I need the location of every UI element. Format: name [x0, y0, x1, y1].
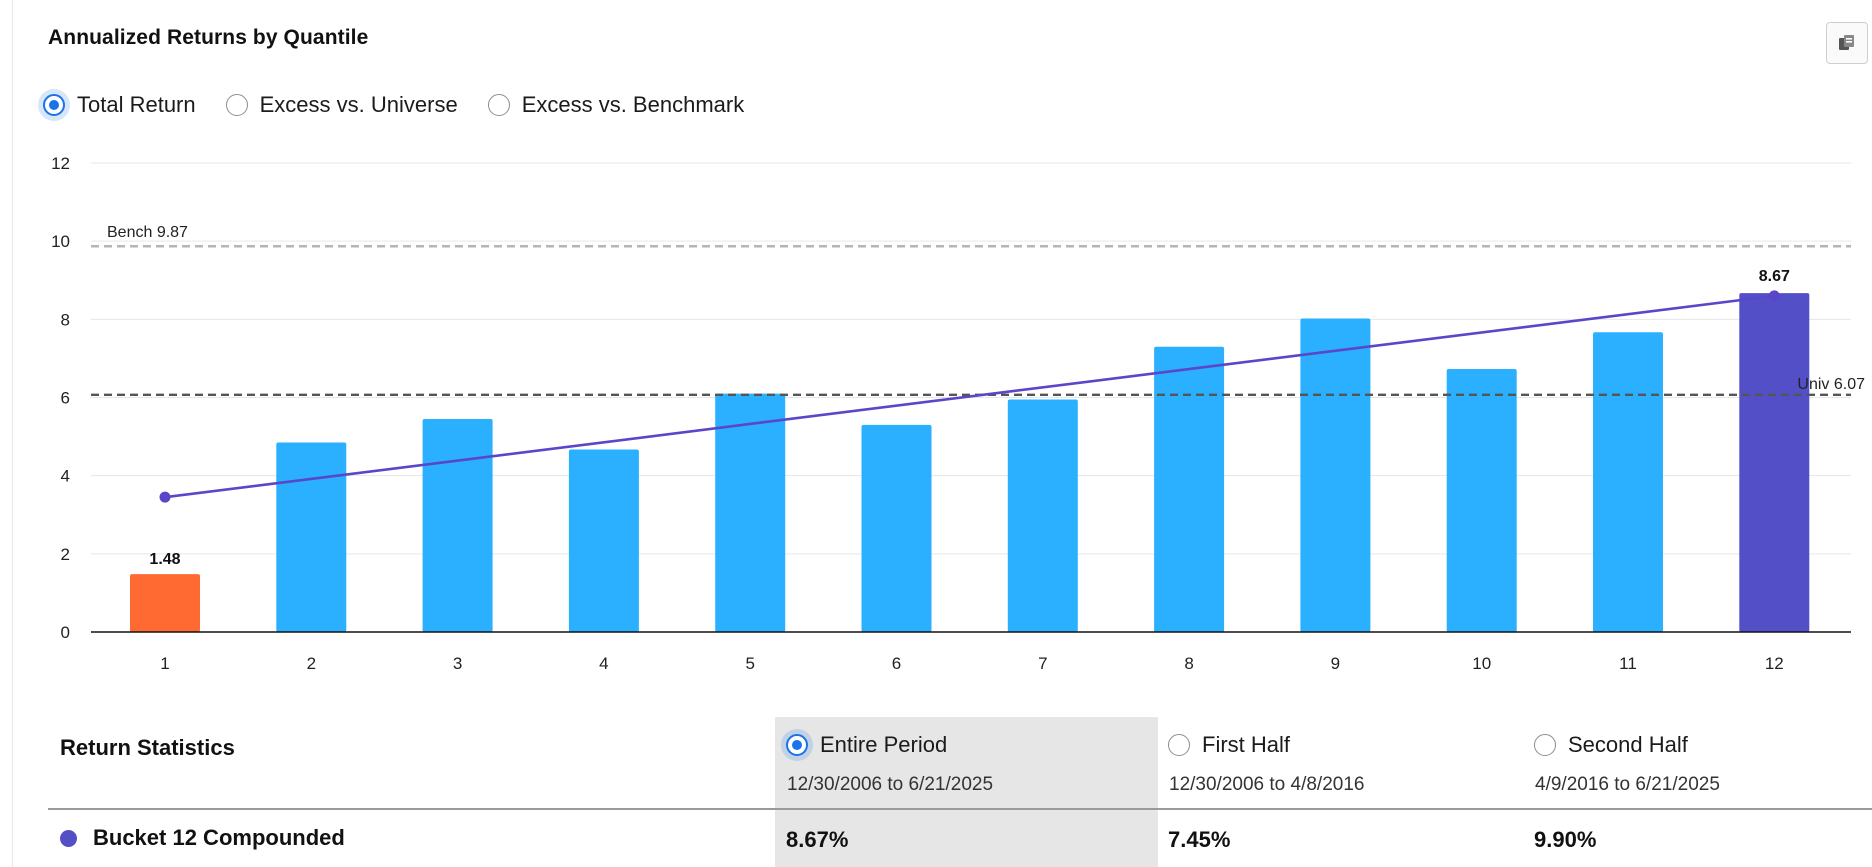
chart-bar: [1300, 318, 1371, 632]
return-statistics-title: Return Statistics: [60, 735, 235, 760]
chart-bar: [1446, 368, 1517, 632]
radio-second-half[interactable]: Second Half: [1534, 732, 1690, 758]
period-label: Entire Period: [820, 732, 948, 757]
chart-bar: [1739, 293, 1810, 632]
table-row-label: Bucket 12 Compounded: [60, 825, 345, 851]
row-value-entire: 8.67%: [786, 827, 849, 852]
universe-reference-label: Univ 6.07: [1797, 376, 1865, 393]
radio-label: Excess vs. Universe: [259, 92, 458, 117]
y-tick-label: 8: [61, 310, 70, 329]
y-tick-label: 4: [61, 467, 70, 486]
chart-bar: [1007, 399, 1078, 632]
x-tick-label: 4: [599, 654, 608, 673]
x-tick-label: 2: [307, 654, 316, 673]
radio-total-return[interactable]: Total Return: [43, 92, 196, 118]
x-tick-label: 12: [1765, 654, 1784, 673]
period-label: First Half: [1202, 732, 1290, 757]
y-tick-label: 0: [61, 623, 70, 642]
period-second-half: Second Half 4/9/2016 to 6/21/2025: [1534, 732, 1720, 796]
y-tick-label: 6: [61, 389, 70, 408]
radio-label: Excess vs. Benchmark: [521, 92, 745, 117]
radio-excess-vs-universe[interactable]: Excess vs. Universe: [225, 92, 458, 118]
radio-button-icon[interactable]: [225, 94, 248, 116]
chart-bar: [715, 393, 786, 632]
return-statistics-table: Return Statistics Entire Period 12/30/20…: [48, 717, 1872, 867]
x-tick-label: 8: [1184, 654, 1193, 673]
period-date-range: 12/30/2006 to 4/8/2016: [1169, 774, 1365, 795]
chart-bar: [130, 574, 200, 632]
selected-period-header-bg: [775, 717, 1158, 808]
table-divider: [48, 808, 1872, 810]
chart-bar: [1593, 332, 1663, 632]
period-first-half: First Half 12/30/2006 to 4/8/2016: [1168, 732, 1364, 796]
radio-label: Total Return: [77, 92, 196, 117]
trend-end-point: [1768, 290, 1780, 302]
chart-title: Annualized Returns by Quantile: [48, 26, 369, 49]
chart-panel: Annualized Returns by Quantile Total Ret…: [12, 0, 1872, 867]
radio-button-icon[interactable]: [1168, 734, 1190, 756]
series-dot-icon: [60, 829, 77, 847]
x-tick-label: 5: [745, 654, 754, 673]
return-mode-radio-group: Total Return Excess vs. Universe Excess …: [43, 88, 774, 122]
x-tick-label: 3: [453, 654, 462, 673]
y-tick-label: 10: [51, 232, 70, 251]
x-tick-label: 10: [1472, 654, 1491, 673]
selected-period-cell-bg: [775, 809, 1158, 867]
radio-button-icon[interactable]: [786, 734, 808, 756]
chart-bar: [568, 449, 639, 632]
radio-button-icon[interactable]: [487, 94, 510, 116]
data-label: 1.48: [149, 551, 180, 568]
row-value-first-half: 7.45%: [1168, 827, 1231, 852]
row-value-second-half: 9.90%: [1534, 827, 1597, 852]
x-tick-label: 11: [1619, 654, 1637, 673]
export-button[interactable]: [1826, 22, 1868, 64]
period-entire: Entire Period 12/30/2006 to 6/21/2025: [786, 732, 993, 796]
chart-bar: [276, 442, 347, 632]
period-label: Second Half: [1568, 732, 1688, 757]
data-label: 8.67: [1759, 268, 1790, 285]
benchmark-reference-label: Bench 9.87: [107, 224, 188, 241]
chart-bar: [861, 424, 932, 632]
radio-first-half[interactable]: First Half: [1168, 732, 1334, 758]
x-tick-label: 7: [1038, 654, 1047, 673]
y-tick-label: 2: [61, 545, 70, 564]
trend-start-point: [159, 491, 171, 503]
period-date-range: 4/9/2016 to 6/21/2025: [1535, 774, 1720, 795]
radio-button-icon[interactable]: [43, 94, 65, 116]
copy-export-icon: [1839, 35, 1854, 50]
chart-bar: [422, 418, 493, 632]
x-tick-label: 1: [160, 654, 169, 673]
y-tick-label: 12: [51, 154, 70, 173]
radio-entire-period[interactable]: Entire Period: [786, 732, 963, 758]
row-label-text: Bucket 12 Compounded: [93, 825, 345, 850]
x-tick-label: 9: [1331, 654, 1340, 673]
radio-excess-vs-benchmark[interactable]: Excess vs. Benchmark: [487, 92, 745, 118]
chart-bar: [1154, 346, 1225, 632]
period-date-range: 12/30/2006 to 6/21/2025: [787, 774, 994, 795]
trend-line: [164, 294, 1775, 499]
radio-button-icon[interactable]: [1534, 734, 1556, 756]
x-tick-label: 6: [892, 654, 901, 673]
